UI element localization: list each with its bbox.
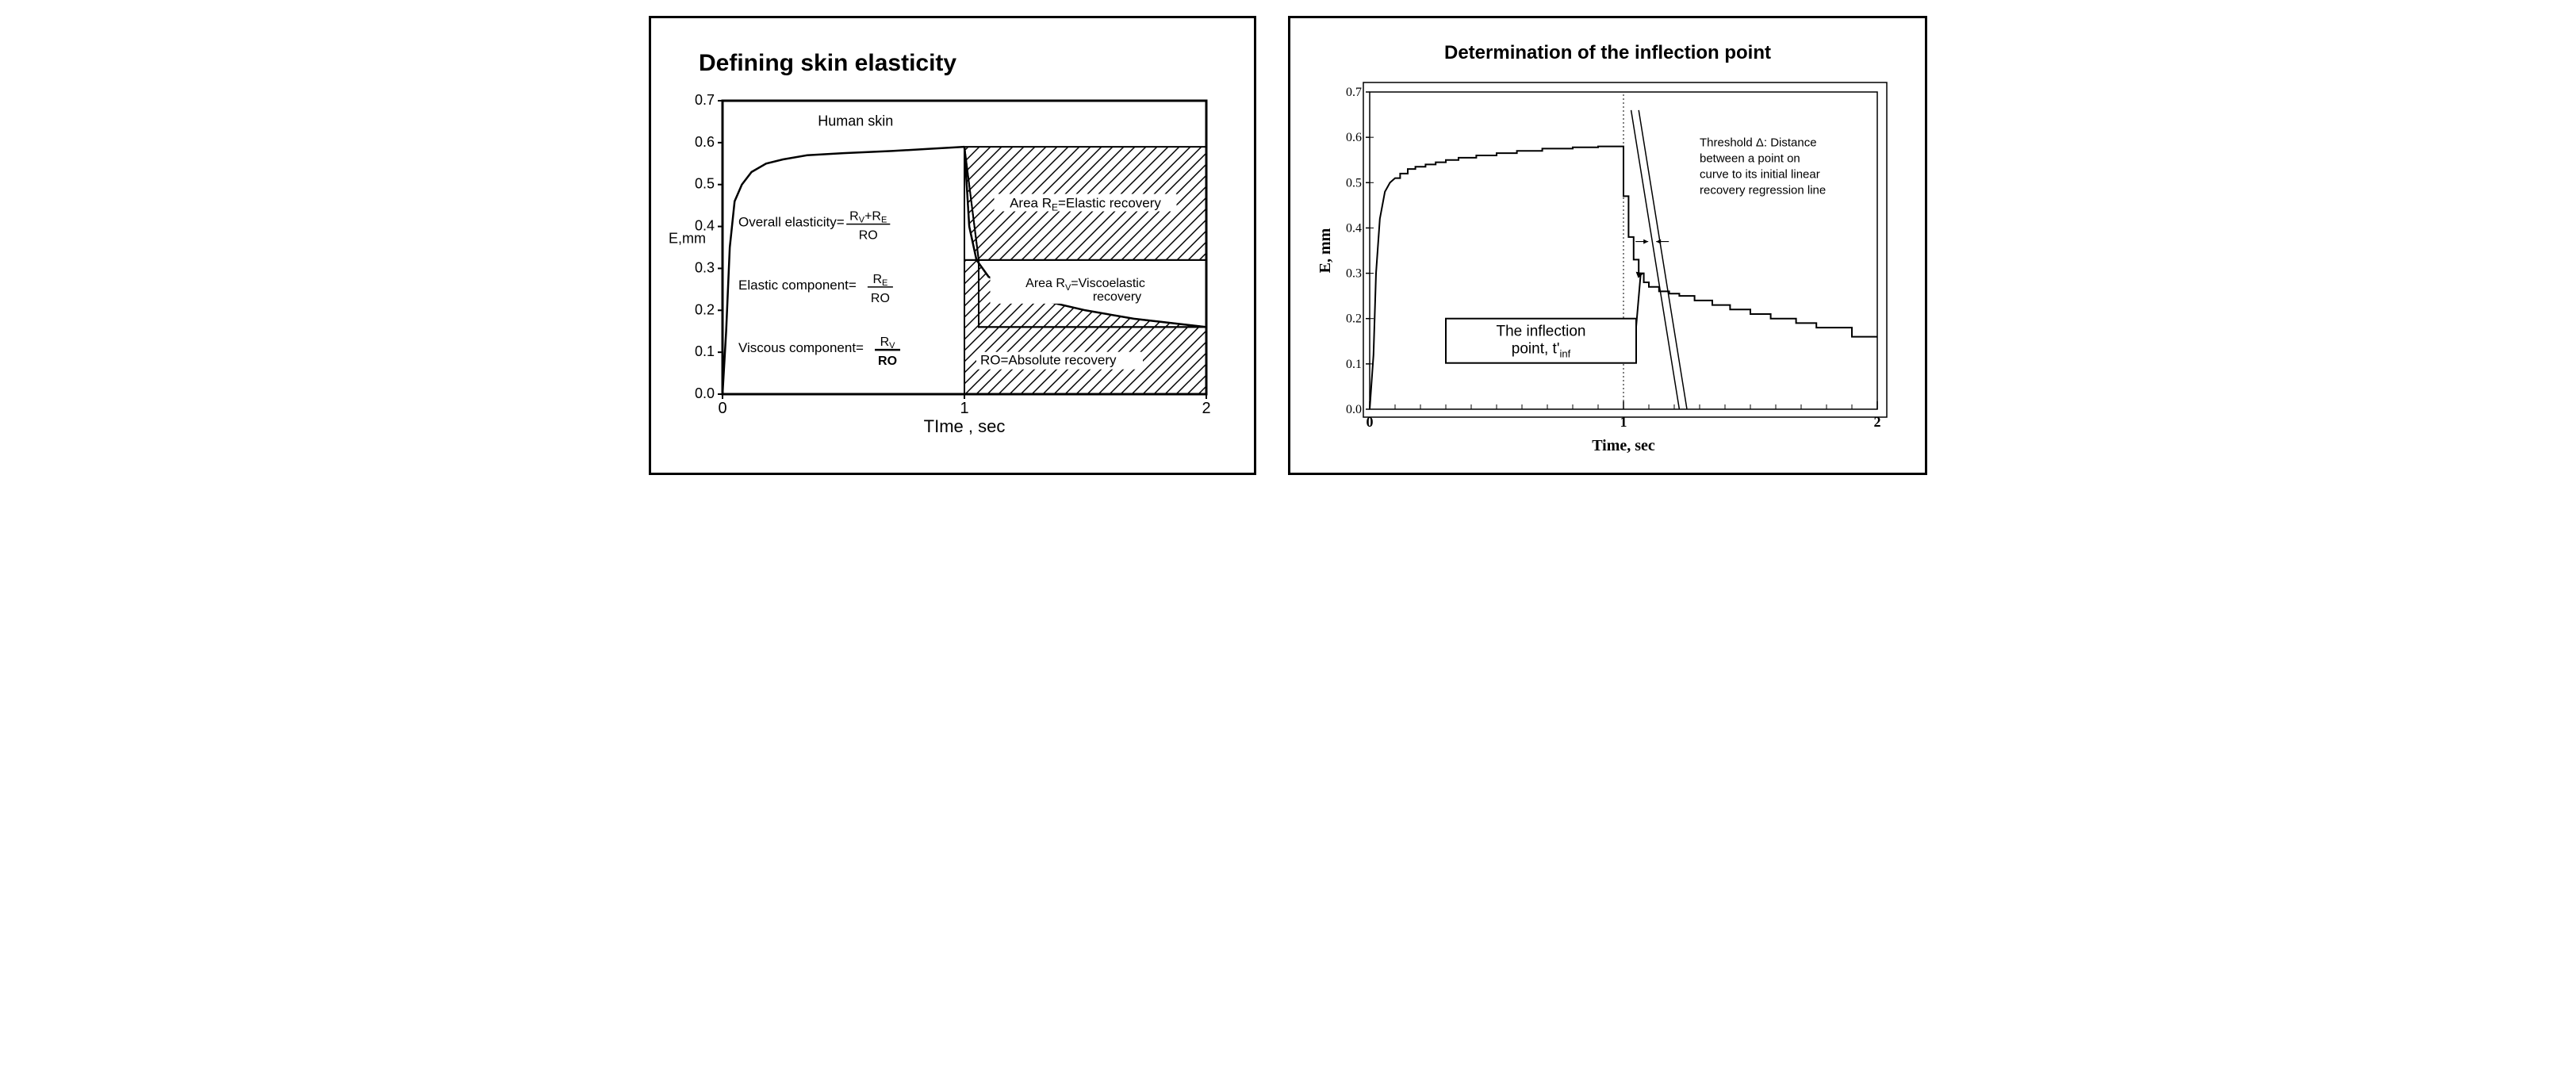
svg-text:E, mm: E, mm — [1317, 228, 1334, 273]
svg-text:RV+RE: RV+RE — [849, 210, 887, 225]
svg-text:0.2: 0.2 — [695, 301, 715, 317]
svg-text:2: 2 — [1202, 400, 1210, 417]
svg-text:Viscous component=: Viscous component= — [738, 340, 864, 355]
svg-text:recovery: recovery — [1093, 290, 1141, 304]
left-chart: 0.00.10.20.30.40.50.60.7012E,mmTIme , se… — [667, 93, 1222, 442]
svg-text:0.3: 0.3 — [695, 259, 715, 275]
svg-text:Overall elasticity=: Overall elasticity= — [738, 215, 845, 230]
svg-text:TIme , sec: TIme , sec — [924, 416, 1006, 436]
svg-text:0.5: 0.5 — [695, 176, 715, 192]
svg-text:Time, sec: Time, sec — [1592, 437, 1655, 454]
svg-text:0.0: 0.0 — [1346, 403, 1362, 416]
svg-text:Human skin: Human skin — [818, 113, 893, 129]
left-panel: Defining skin elasticity 0.00.10.20.30.4… — [649, 16, 1256, 475]
svg-text:Area RE=Elastic recovery: Area RE=Elastic recovery — [1010, 196, 1161, 213]
svg-text:Elastic component=: Elastic component= — [738, 278, 857, 293]
svg-text:0.1: 0.1 — [1346, 358, 1362, 371]
svg-text:1: 1 — [960, 400, 968, 417]
svg-text:RO: RO — [878, 354, 897, 368]
svg-text:RO: RO — [859, 229, 878, 243]
svg-text:Threshold Δ: Distance: Threshold Δ: Distance — [1700, 136, 1817, 150]
svg-text:0: 0 — [718, 400, 726, 417]
svg-text:0: 0 — [1367, 414, 1374, 430]
svg-text:E,mm: E,mm — [669, 230, 706, 246]
right-title: Determination of the inflection point — [1306, 42, 1909, 64]
svg-text:0.6: 0.6 — [1346, 131, 1362, 144]
svg-text:1: 1 — [1620, 414, 1627, 430]
svg-text:0.0: 0.0 — [695, 385, 715, 401]
svg-text:0.1: 0.1 — [695, 343, 715, 359]
svg-text:RO: RO — [871, 292, 890, 305]
svg-text:RE: RE — [872, 273, 887, 288]
svg-text:0.4: 0.4 — [1346, 221, 1362, 235]
svg-text:curve to its initial linear: curve to its initial linear — [1700, 168, 1820, 182]
svg-text:The inflection: The inflection — [1496, 324, 1585, 340]
svg-text:0.7: 0.7 — [695, 93, 715, 108]
svg-text:0.6: 0.6 — [695, 134, 715, 150]
svg-text:between a point on: between a point on — [1700, 152, 1800, 166]
svg-text:0.7: 0.7 — [1346, 86, 1362, 99]
svg-text:2: 2 — [1874, 414, 1881, 430]
svg-text:recovery regression line: recovery regression line — [1700, 184, 1826, 197]
svg-text:0.3: 0.3 — [1346, 267, 1362, 281]
right-chart: 0.0 0.1 0.2 0.3 0.4 0.5 0.6 0.7 0 1 2 Time, sec E, m… — [1306, 76, 1893, 457]
svg-text:RO=Absolute recovery: RO=Absolute recovery — [980, 353, 1117, 368]
svg-text:0.2: 0.2 — [1346, 312, 1362, 326]
left-title: Defining skin elasticity — [699, 50, 1238, 77]
svg-text:RV: RV — [880, 335, 896, 351]
svg-text:0.5: 0.5 — [1346, 176, 1362, 190]
right-panel: Determination of the inflection point 0.… — [1288, 16, 1927, 475]
